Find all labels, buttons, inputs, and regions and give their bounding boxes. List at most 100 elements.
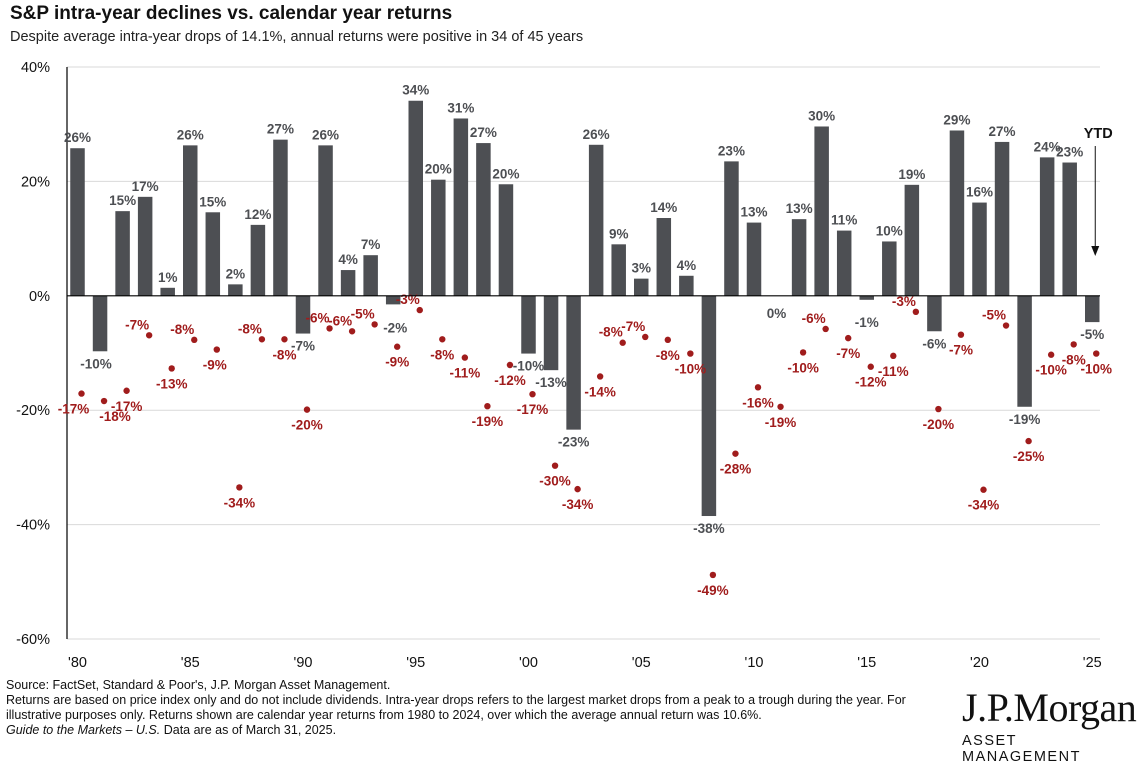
- return-label: 4%: [677, 258, 697, 273]
- decline-label: -5%: [982, 308, 1006, 323]
- decline-label: -7%: [125, 317, 149, 332]
- decline-label: -20%: [291, 418, 323, 433]
- return-label: 23%: [718, 143, 745, 158]
- return-label: -19%: [1009, 412, 1041, 427]
- return-label: 20%: [425, 162, 452, 177]
- footer: Source: FactSet, Standard & Poor's, J.P.…: [6, 678, 941, 738]
- return-label: 15%: [199, 194, 226, 209]
- return-bar: [904, 184, 920, 296]
- decline-label: -10%: [1035, 363, 1067, 378]
- decline-dot: [732, 450, 739, 457]
- decline-dot: [281, 336, 288, 343]
- return-bar: [724, 161, 739, 296]
- decline-label: -8%: [656, 348, 680, 363]
- return-label: -38%: [693, 521, 725, 536]
- return-bar: [92, 295, 108, 352]
- return-label: 27%: [470, 125, 497, 140]
- decline-dot: [213, 346, 220, 353]
- return-bar: [791, 219, 807, 296]
- return-label: 3%: [631, 261, 651, 276]
- decline-dot: [980, 486, 987, 493]
- decline-label: -10%: [675, 362, 707, 377]
- y-tick-label: -20%: [16, 403, 50, 419]
- return-label: -23%: [558, 435, 590, 450]
- decline-dot: [1047, 351, 1055, 358]
- return-label: 13%: [740, 205, 767, 220]
- chart-subtitle: Despite average intra-year drops of 14.1…: [10, 29, 584, 45]
- decline-label: -11%: [449, 366, 480, 381]
- return-label: 26%: [583, 127, 610, 142]
- return-label: 15%: [109, 193, 136, 208]
- return-label: 4%: [338, 252, 358, 267]
- return-label: -6%: [922, 336, 946, 351]
- return-label: 20%: [492, 166, 519, 181]
- return-bar: [295, 295, 311, 334]
- decline-dot: [484, 402, 491, 410]
- return-label: 27%: [989, 124, 1016, 139]
- return-label: 0%: [767, 306, 787, 321]
- decline-dot: [506, 361, 514, 369]
- return-bar: [228, 284, 243, 296]
- decline-label: -5%: [351, 306, 375, 321]
- return-bar: [431, 179, 446, 296]
- decline-label: -49%: [697, 583, 729, 598]
- x-tick-label: '90: [294, 655, 313, 671]
- decline-dot: [642, 333, 649, 341]
- return-label: 24%: [1034, 139, 1061, 154]
- decline-dot: [754, 384, 762, 391]
- decline-dot: [551, 462, 559, 469]
- return-label: 27%: [267, 122, 294, 137]
- decline-label: -7%: [621, 319, 645, 334]
- decline-dot: [168, 365, 175, 372]
- return-label: 17%: [132, 179, 159, 194]
- decline-label: -34%: [562, 497, 594, 512]
- decline-label: -3%: [892, 294, 916, 309]
- decline-dot: [1002, 322, 1010, 329]
- decline-dot: [822, 325, 829, 333]
- y-tick-label: -60%: [16, 632, 50, 648]
- ytd-annotation: YTD: [1084, 126, 1113, 142]
- return-label: 9%: [609, 226, 629, 241]
- return-label: -13%: [535, 375, 567, 390]
- footer-source: Source: FactSet, Standard & Poor's, J.P.…: [6, 678, 391, 692]
- decline-dot: [912, 308, 920, 316]
- decline-dot: [100, 397, 108, 405]
- decline-dot: [461, 354, 469, 361]
- decline-label: -34%: [224, 495, 256, 510]
- decline-label: -10%: [1080, 362, 1112, 377]
- decline-label: -9%: [385, 355, 409, 370]
- return-label: 2%: [226, 266, 246, 281]
- decline-label: -12%: [855, 375, 887, 390]
- return-bar: [927, 295, 942, 332]
- decline-dot: [664, 336, 671, 344]
- return-bar: [814, 126, 829, 296]
- decline-dot: [78, 390, 85, 397]
- return-bar: [836, 230, 852, 296]
- return-bar: [183, 145, 198, 296]
- x-tick-label: '25: [1083, 655, 1102, 671]
- x-tick-label: '85: [181, 655, 200, 671]
- y-tick-label: 40%: [21, 60, 50, 76]
- decline-dot: [867, 363, 874, 370]
- return-bar: [566, 295, 581, 430]
- return-bar: [115, 211, 130, 296]
- decline-dot: [326, 325, 333, 332]
- return-label: 12%: [244, 207, 271, 222]
- decline-dot: [709, 571, 717, 579]
- return-label: 11%: [831, 213, 857, 228]
- x-tick-label: '10: [745, 655, 764, 671]
- return-bar: [994, 141, 1010, 296]
- decline-label: -7%: [949, 343, 973, 358]
- decline-dot: [574, 485, 581, 493]
- return-label: -10%: [80, 356, 112, 371]
- decline-dot: [1025, 437, 1032, 445]
- return-label: 26%: [177, 127, 204, 142]
- decline-dot: [1093, 350, 1100, 357]
- footer-guide: Guide to the Markets – U.S.: [6, 723, 161, 737]
- x-tick-label: '80: [68, 655, 87, 671]
- footer-note: Returns are based on price index only an…: [6, 693, 906, 722]
- decline-dot: [258, 336, 266, 343]
- decline-label: -30%: [539, 474, 571, 489]
- decline-label: -20%: [923, 417, 955, 432]
- return-label: 13%: [786, 201, 813, 216]
